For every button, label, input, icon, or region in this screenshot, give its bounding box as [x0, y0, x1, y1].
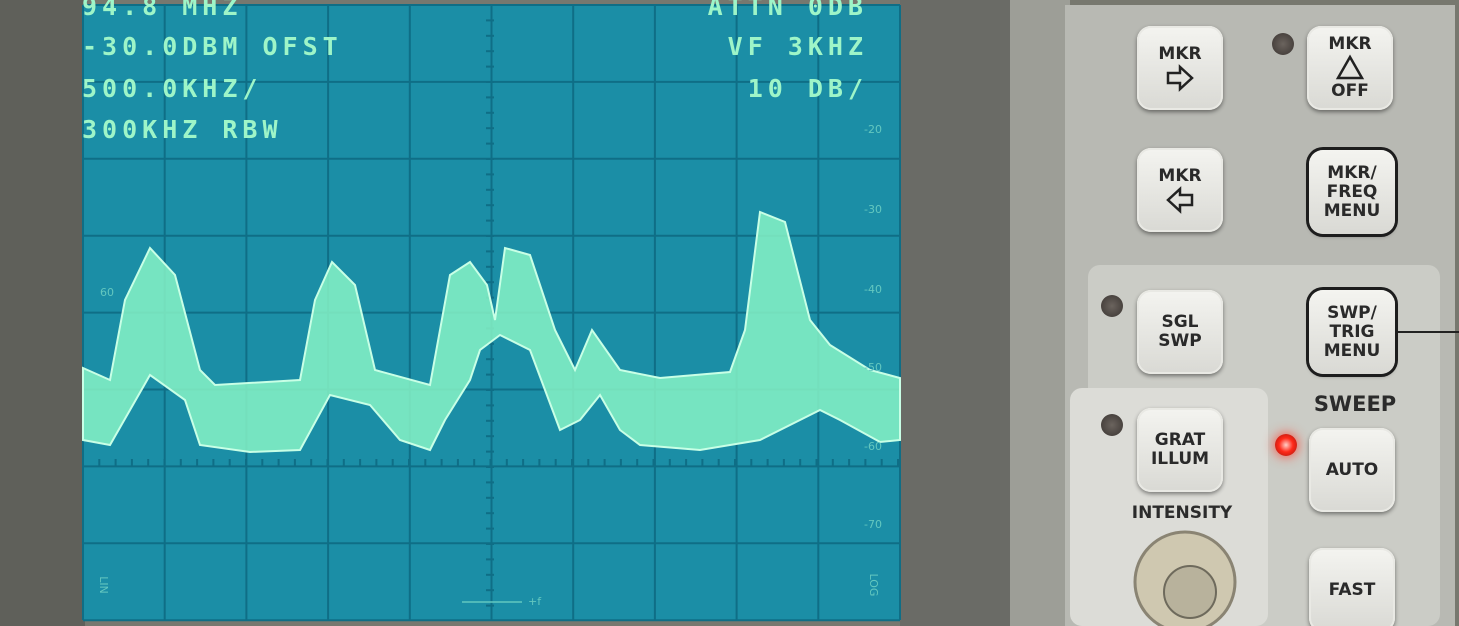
button-label: SGL [1161, 313, 1198, 332]
right-bezel [900, 0, 1015, 626]
analyzer: 94.8 MHZ ATTN 0DB -30.0DBM OFST 500.0KHZ… [0, 0, 1459, 626]
button[interactable]: MKR [1137, 148, 1223, 232]
button[interactable]: MKR OFF [1307, 26, 1393, 110]
button-label: MKR [1328, 35, 1371, 54]
screen-text: 10 DB/ [748, 74, 868, 103]
scale-label: -40 [864, 283, 882, 296]
led [1101, 414, 1123, 436]
icon [1168, 189, 1192, 211]
button[interactable]: AUTO [1309, 428, 1395, 512]
screen-text: 94.8 MHZ [82, 0, 242, 21]
scale-label: -60 [864, 440, 882, 453]
button-label: OFF [1331, 82, 1369, 101]
button-label: ILLUM [1151, 450, 1209, 469]
icon [1168, 67, 1192, 89]
button-label: MENU [1324, 202, 1381, 221]
frame [1010, 0, 1070, 626]
knob-cap [1164, 566, 1216, 618]
scale-label: -70 [864, 518, 882, 531]
screen-text: 300KHZ RBW [82, 115, 283, 144]
scale-label: -30 [864, 203, 882, 216]
screen-text: 500.0KHZ/ [82, 74, 262, 103]
button-label: MKR [1158, 167, 1201, 186]
corner-label: LOG [867, 574, 880, 597]
button-label: FREQ [1327, 183, 1378, 202]
button-label: MKR [1158, 45, 1201, 64]
screen-text: -30.0DBM OFST [82, 32, 343, 61]
scale-label: 60 [100, 286, 114, 299]
button-label: MKR/ [1327, 164, 1376, 183]
button-label: FAST [1329, 581, 1376, 600]
button-icon [1165, 64, 1195, 92]
led [1101, 295, 1123, 317]
photo: 94.8 MHZ ATTN 0DB -30.0DBM OFST 500.0KHZ… [0, 0, 1459, 626]
knob-label: INTENSITY [1132, 503, 1232, 523]
scale-label: -20 [864, 123, 882, 136]
button-icon [1165, 186, 1195, 214]
led-active [1275, 434, 1297, 456]
scale-label: -50 [864, 361, 882, 374]
led [1272, 33, 1294, 55]
screen-text: VF 3KHZ [728, 32, 868, 61]
button-label: MENU [1324, 342, 1381, 361]
axis-label: +f [528, 595, 542, 608]
button-label: TRIG [1330, 323, 1375, 342]
button-label: GRAT [1155, 431, 1205, 450]
button-label: SWP [1158, 332, 1201, 351]
section-label: SWEEP [1314, 392, 1396, 416]
button[interactable]: MKR [1137, 26, 1223, 110]
button-label: AUTO [1326, 461, 1379, 480]
corner-label: LIN [97, 576, 110, 594]
icon [1338, 57, 1362, 78]
button-label: SWP/ [1327, 304, 1377, 323]
button[interactable]: FAST [1309, 548, 1395, 626]
screen-text: ATTN 0DB [708, 0, 868, 21]
left-bezel [0, 0, 85, 626]
button-icon [1335, 54, 1365, 82]
